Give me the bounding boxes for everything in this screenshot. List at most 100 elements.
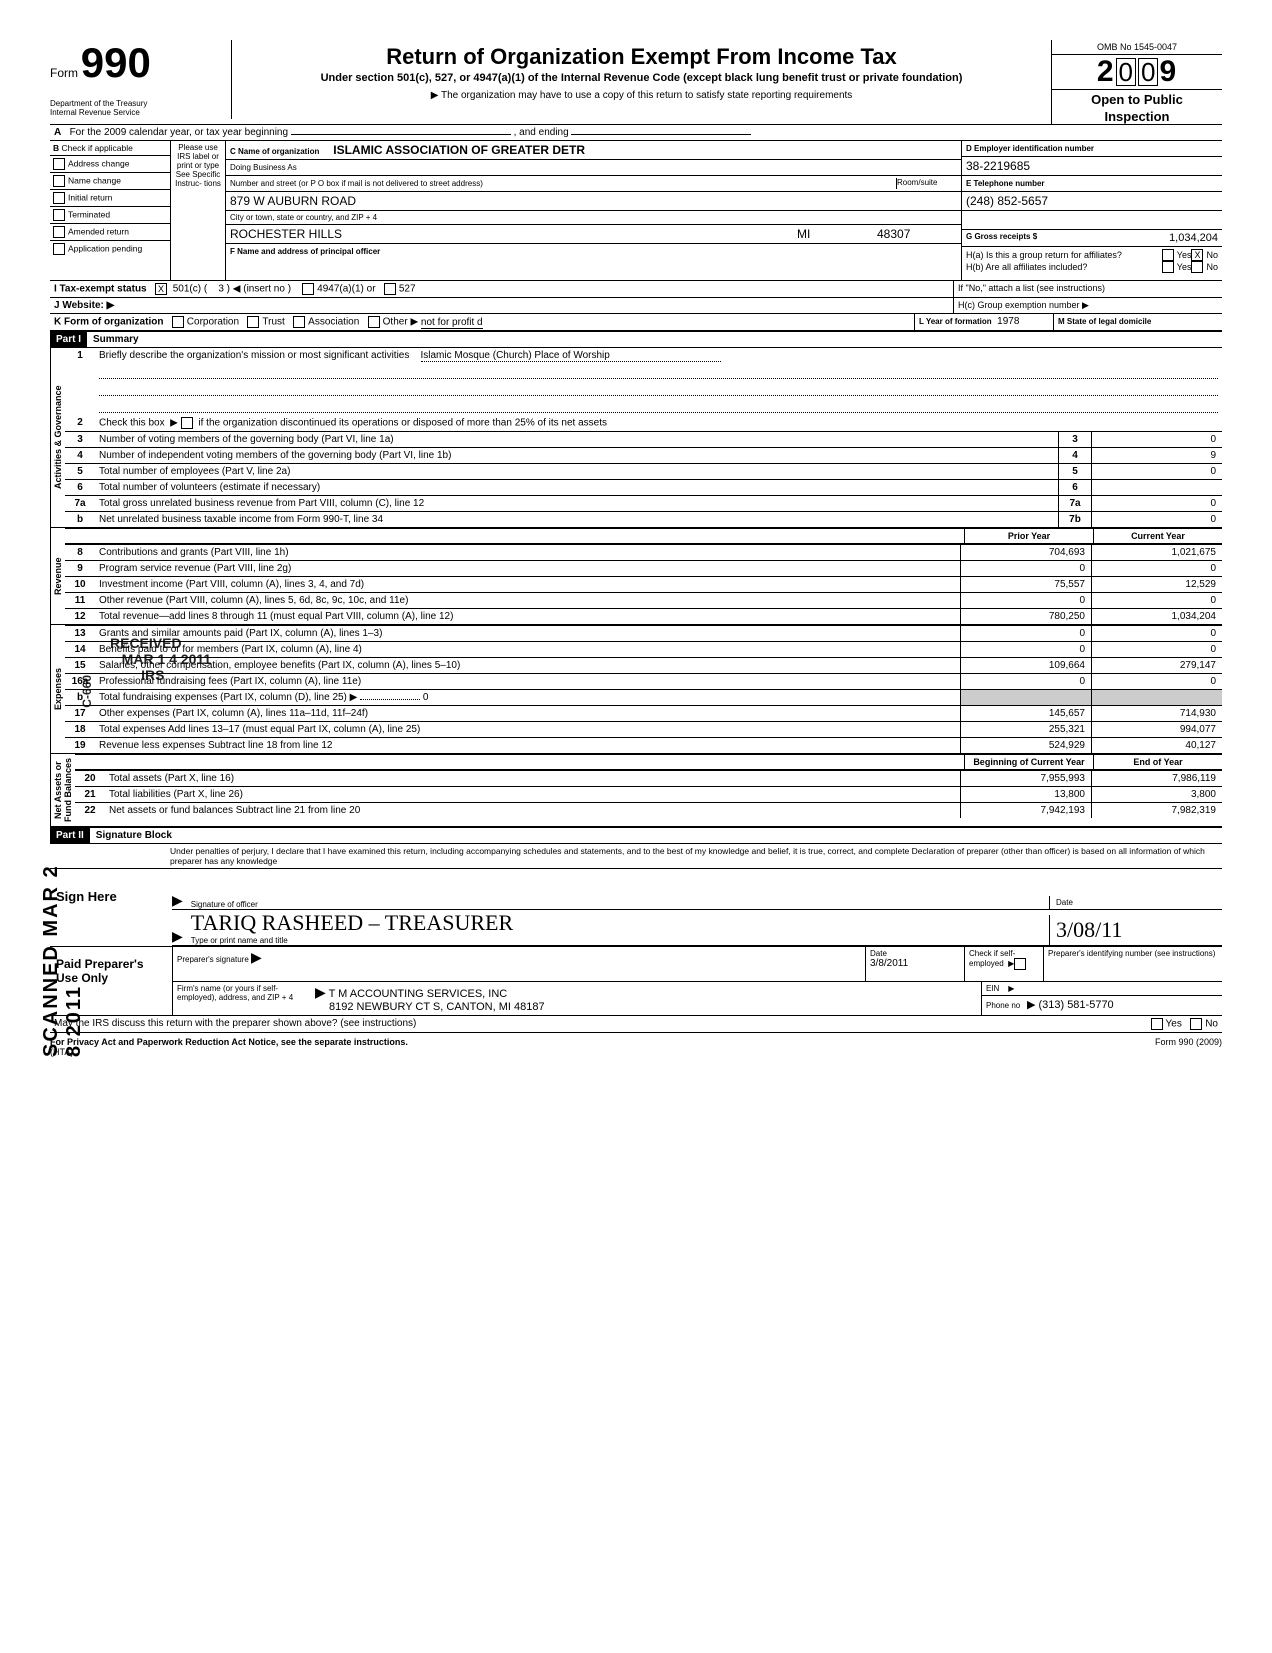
part2-title: Signature Block [90,828,178,843]
paid-preparer-block: Paid Preparer's Use Only Preparer's sign… [50,947,1222,1016]
k-label: K Form of organization [54,317,163,328]
checkbox-discontinued[interactable] [181,417,193,429]
firm-address: 8192 NEWBURY CT S, CANTON, MI 48187 [315,1001,545,1013]
phone-value: (248) 852-5657 [962,192,1222,211]
mission-text: Islamic Mosque (Church) Place of Worship [421,350,721,362]
table-row: 9Program service revenue (Part VIII, lin… [65,561,1222,577]
hc-label: H(c) Group exemption number ▶ [953,298,1222,313]
form-label: Form [50,66,78,80]
org-name: ISLAMIC ASSOCIATION OF GREATER DETR [333,143,585,157]
table-row: 13Grants and similar amounts paid (Part … [65,626,1222,642]
check-applicable-label: Check if applicable [62,143,133,153]
table-row: 11Other revenue (Part VIII, column (A), … [65,593,1222,609]
checkbox-discuss-yes[interactable] [1151,1018,1163,1030]
room-label: Room/suite [896,178,957,189]
line-k: K Form of organization Corporation Trust… [50,314,1222,331]
part2-header: Part II Signature Block [50,827,1222,844]
table-row: 6Total number of volunteers (estimate if… [65,480,1222,496]
firm-label: Firm's name (or yours if self-employed),… [173,982,311,1015]
checkbox-initial-return[interactable] [53,192,65,204]
begin-year-label: Beginning of Current Year [964,755,1093,769]
street-label: Number and street (or P O box if mail is… [230,179,483,188]
please-use-label: Please use IRS label or print or type Se… [171,141,226,280]
ha-yes[interactable] [1162,249,1174,261]
inspection-label: Inspection [1052,109,1222,124]
ein-value: 38-2219685 [962,157,1222,176]
self-employed-label: Check if self- employed [969,949,1015,968]
table-row: 20Total assets (Part X, line 16)7,955,99… [75,771,1222,787]
checkbox-address-change[interactable] [53,158,65,170]
checkbox-501c[interactable]: X [155,283,167,295]
line-a-pre: For the 2009 calendar year, or tax year … [70,127,288,138]
hb-no[interactable] [1191,261,1203,273]
prep-id-label: Preparer's identifying number (see instr… [1043,947,1222,981]
sig-officer-label: Signature of officer [191,900,1049,909]
table-row: 7aTotal gross unrelated business revenue… [65,496,1222,512]
checkbox-corp[interactable] [172,316,184,328]
zip: 48307 [877,227,957,241]
revenue-section: Revenue Prior Year Current Year 8Contrib… [50,528,1222,625]
prep-phone: ▶ (313) 581-5770 [1027,999,1114,1011]
type-print-label: Type or print name and title [191,936,1049,945]
c-name-label: C Name of organization [230,147,319,156]
line1-label: Briefly describe the organization's miss… [99,350,409,361]
line-i: I Tax-exempt status X 501(c) ( 3 ) ◀ (in… [50,281,1222,298]
form-title: Return of Organization Exempt From Incom… [240,44,1043,70]
table-row: 16aProfessional fundraising fees (Part I… [65,674,1222,690]
state-domicile-label: M State of legal domicile [1058,317,1151,326]
sig-date-label: Date [1056,898,1216,907]
checkbox-amended[interactable] [53,226,65,238]
prep-ein-label: EIN [986,984,999,993]
prep-sig-label: Preparer's signature [177,955,249,964]
part1-tab: Part I [50,332,87,347]
checkbox-self-employed[interactable] [1014,958,1026,970]
i-label: I Tax-exempt status [54,284,147,295]
line-j: J Website: ▶ H(c) Group exemption number… [50,298,1222,314]
city-label: City or town, state or country, and ZIP … [226,211,961,225]
checkbox-terminated[interactable] [53,209,65,221]
f-officer-label: F Name and address of principal officer [230,247,380,256]
checkbox-4947[interactable] [302,283,314,295]
firm-name: T M ACCOUNTING SERVICES, INC [329,988,508,1000]
checkbox-pending[interactable] [53,243,65,255]
prep-date: 3/8/2011 [870,958,960,969]
checkbox-trust[interactable] [247,316,259,328]
checkbox-name-change[interactable] [53,175,65,187]
hb-note: If "No," attach a list (see instructions… [953,281,1222,297]
vlabel-exp: Expenses [50,625,65,753]
table-row: 12Total revenue—add lines 8 through 11 (… [65,609,1222,625]
hb-label: H(b) Are all affiliates included? [966,262,1162,272]
form-subtitle: Under section 501(c), 527, or 4947(a)(1)… [240,72,1043,84]
form-header: Form 990 Department of the Treasury Inte… [50,40,1222,125]
form-number: 990 [81,39,151,86]
vlabel-rev: Revenue [50,528,65,624]
website-label: J Website: ▶ [50,298,953,313]
vlabel-ag: Activities & Governance [50,348,65,527]
part2-tab: Part II [50,828,90,843]
ha-no[interactable]: X [1191,249,1203,261]
dba-label: Doing Business As [230,163,297,172]
checkbox-assoc[interactable] [293,316,305,328]
street-address: 879 W AUBURN ROAD [226,192,961,211]
expenses-section: Expenses 13Grants and similar amounts pa… [50,625,1222,754]
footer-right: Form 990 (2009) [1155,1037,1222,1057]
c660-stamp: C-660 [80,675,94,708]
vlabel-na: Net Assets or Fund Balances [50,754,75,826]
hb-yes[interactable] [1162,261,1174,273]
table-row: 8Contributions and grants (Part VIII, li… [65,545,1222,561]
checkbox-discuss-no[interactable] [1190,1018,1202,1030]
tax-year: 2009 [1052,55,1222,89]
checkbox-527[interactable] [384,283,396,295]
form-page: SCANNED MAR 2 8 2011 Form 990 Department… [50,40,1222,1057]
omb-number: OMB No 1545-0047 [1052,40,1222,55]
current-year-label: Current Year [1093,529,1222,543]
table-row: 15Salaries, other compensation, employee… [65,658,1222,674]
irs-discuss-label: May the IRS discuss this return with the… [50,1016,1147,1032]
line-a: A For the 2009 calendar year, or tax yea… [50,125,1222,141]
gross-label: G Gross receipts $ [966,232,1037,244]
irs-discuss-row: May the IRS discuss this return with the… [50,1016,1222,1033]
line-a-mid: , and ending [514,127,569,138]
sig-date: 3/08/11 [1049,915,1222,945]
year-formation: 1978 [997,316,1019,327]
checkbox-other[interactable] [368,316,380,328]
